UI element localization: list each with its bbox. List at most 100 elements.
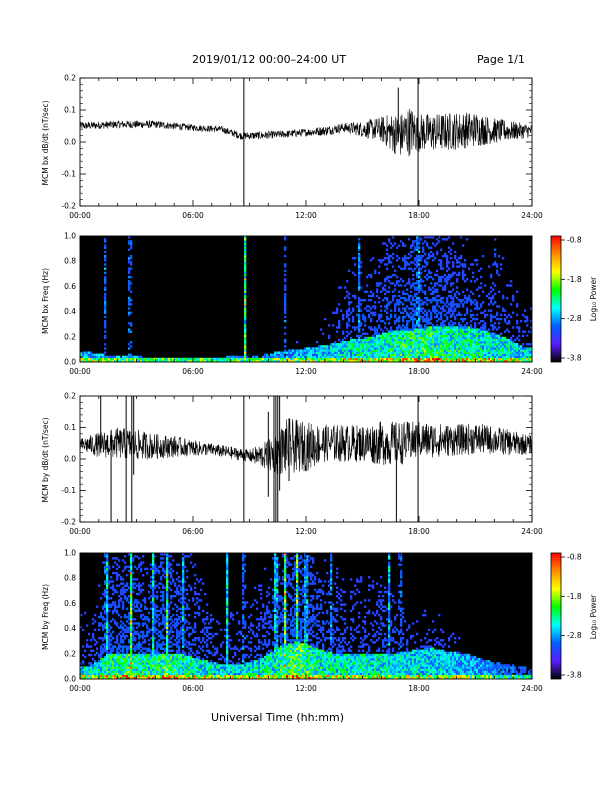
heatmap-cell (444, 357, 447, 361)
heatmap-cell (426, 261, 429, 264)
heatmap-cell (98, 662, 101, 665)
heatmap-cell (154, 658, 157, 661)
heatmap-cell (108, 641, 111, 644)
heatmap-cell (408, 313, 411, 317)
heatmap-cell (216, 359, 219, 363)
heatmap-cell (434, 332, 437, 335)
heatmap-cell (166, 595, 169, 598)
heatmap-cell (124, 595, 127, 598)
heatmap-cell (182, 599, 185, 602)
heatmap-cell (476, 263, 479, 266)
heatmap-cell (416, 324, 419, 327)
heatmap-cell (154, 603, 157, 606)
heatmap-cell (354, 326, 357, 329)
heatmap-cell (438, 345, 441, 348)
heatmap-cell (476, 301, 479, 304)
heatmap-cell (320, 328, 323, 331)
heatmap-cell (444, 345, 447, 348)
heatmap-cell (354, 355, 357, 359)
heatmap-cell (166, 592, 169, 596)
heatmap-cell (372, 349, 375, 352)
heatmap-cell (102, 647, 105, 650)
heatmap-cell (184, 357, 187, 361)
heatmap-cell (82, 660, 85, 663)
heatmap-cell (374, 345, 377, 348)
heatmap-cell (158, 571, 161, 575)
heatmap-cell (386, 332, 389, 335)
heatmap-cell (338, 286, 341, 289)
heatmap-cell (444, 341, 447, 344)
heatmap-cell (128, 611, 131, 615)
heatmap-cell (436, 252, 439, 256)
heatmap-cell (510, 315, 513, 319)
heatmap-cell (396, 246, 399, 249)
heatmap-cell (502, 309, 505, 312)
heatmap-cell (112, 676, 115, 680)
heatmap-cell (346, 326, 349, 329)
heatmap-cell (244, 296, 247, 300)
heatmap-cell (408, 299, 411, 302)
heatmap-cell (336, 343, 339, 346)
heatmap-cell (406, 345, 409, 348)
heatmap-cell (422, 265, 425, 268)
heatmap-cell (398, 317, 401, 321)
heatmap-cell (264, 357, 267, 361)
heatmap-cell (484, 359, 487, 363)
heatmap-cell (516, 355, 519, 359)
heatmap-cell (232, 355, 235, 359)
heatmap-cell (410, 332, 413, 335)
heatmap-cell (362, 343, 365, 346)
heatmap-cell (142, 641, 145, 644)
heatmap-cell (366, 345, 369, 348)
heatmap-cell (284, 263, 287, 266)
heatmap-cell (354, 349, 357, 352)
heatmap-cell (104, 309, 107, 312)
heatmap-cell (406, 305, 409, 308)
heatmap-cell (354, 359, 357, 363)
heatmap-cell (80, 666, 83, 669)
heatmap-cell (270, 355, 273, 359)
heatmap-cell (84, 355, 87, 359)
heatmap-cell (436, 353, 439, 356)
heatmap-cell (404, 261, 407, 264)
heatmap-cell (434, 257, 437, 260)
heatmap-cell (180, 660, 183, 663)
heatmap-cell (348, 345, 351, 348)
heatmap-cell (180, 586, 183, 589)
heatmap-cell (426, 317, 429, 321)
heatmap-cell (110, 626, 113, 629)
heatmap-cell (442, 341, 445, 344)
heatmap-cell (416, 257, 419, 260)
heatmap-cell (322, 332, 325, 335)
heatmap-cell (402, 259, 405, 262)
heatmap-cell (370, 317, 373, 321)
heatmap-cell (152, 647, 155, 650)
heatmap-cell (434, 343, 437, 346)
heatmap-cell (124, 590, 127, 594)
heatmap-cell (420, 280, 423, 283)
heatmap-cell (154, 569, 157, 573)
heatmap-cell (104, 263, 107, 266)
heatmap-cell (382, 347, 385, 350)
heatmap-cell (498, 345, 501, 348)
heatmap-cell (384, 280, 387, 283)
heatmap-cell (402, 345, 405, 348)
heatmap-cell (166, 559, 169, 562)
heatmap-cell (352, 257, 355, 260)
heatmap-cell (368, 345, 371, 348)
heatmap-cell (436, 351, 439, 354)
heatmap-cell (288, 353, 291, 356)
heatmap-cell (460, 236, 463, 239)
heatmap-cell (94, 643, 97, 646)
heatmap-cell (456, 355, 459, 359)
heatmap-cell (446, 347, 449, 350)
heatmap-cell (106, 655, 109, 659)
heatmap-cell (130, 359, 133, 363)
heatmap-cell (334, 355, 337, 359)
heatmap-cell (188, 357, 191, 361)
heatmap-cell (498, 336, 501, 340)
heatmap-cell (454, 355, 457, 359)
heatmap-cell (358, 313, 361, 317)
heatmap-cell (106, 664, 109, 667)
heatmap-cell (394, 343, 397, 346)
